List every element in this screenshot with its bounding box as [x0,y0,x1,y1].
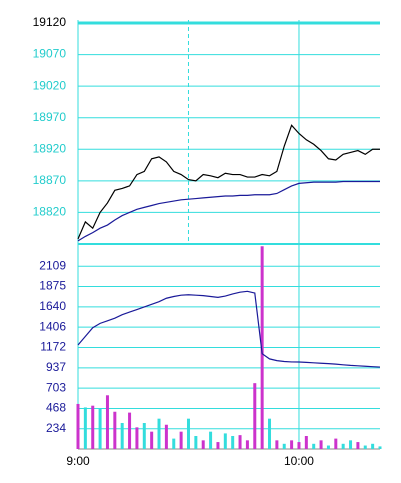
y-tick-label: 19020 [33,78,67,92]
volume-bar [349,440,353,449]
volume-bar [164,424,168,449]
x-tick-label: 10:00 [284,454,314,468]
volume-bar [319,440,323,449]
y-tick-label: 18870 [33,173,67,187]
y-tick-label: 1406 [39,319,66,333]
line [77,124,380,240]
volume-bar [179,431,183,449]
volume-bar [260,246,264,449]
y-tick-label: 1172 [40,340,66,354]
volume-bar [326,445,330,449]
y-tick-label: 937 [46,360,66,374]
volume-bar [334,438,338,449]
volume-bar [120,423,124,449]
volume-bar [157,418,161,449]
line [77,290,381,368]
volume-bar [238,435,242,449]
volume-bar [91,405,95,449]
volume-bar [113,411,117,449]
volume-bar [356,442,360,449]
y-tick-label: 1640 [39,299,66,313]
volume-bar [341,443,345,449]
volume-bar [223,433,227,449]
volume-bar [98,408,102,449]
x-tick-label: 9:00 [66,454,90,468]
volume-bar [363,445,367,449]
y-tick-label: 234 [46,421,66,435]
volume-bar [76,403,80,449]
y-tick-label: 703 [46,380,66,394]
volume-bar [201,440,205,449]
volume-bar [142,423,146,449]
volume-bar [128,412,132,449]
y-tick-label: 18920 [33,141,67,155]
volume-bar [312,443,316,449]
volume-bar [304,436,308,449]
y-tick-label: 19070 [33,47,67,61]
volume-bar [378,446,382,449]
y-tick-label: 18970 [33,110,67,124]
volume-bar [186,418,190,449]
volume-bar [282,443,286,449]
volume-bar [290,440,294,449]
volume-bar [245,440,249,449]
volume-bar [297,442,301,449]
volume-bar [253,383,257,449]
volume-bar [172,438,176,449]
volume-bar [150,431,154,449]
volume-bar [83,407,87,449]
volume-bar [209,431,213,449]
y-tick-label: 2109 [39,258,66,272]
y-tick-label: 468 [46,401,66,415]
volume-bar [371,443,375,449]
y-tick-label: 1875 [39,279,66,293]
y-tick-label: 18820 [33,205,67,219]
volume-bar [231,436,235,449]
volume-bar [268,418,272,449]
line [77,180,380,242]
volume-bar [105,395,109,449]
y-tick-label: 19120 [33,15,67,29]
volume-bar [216,442,220,449]
volume-bar [194,436,198,449]
volume-bar [135,427,139,449]
volume-bar [275,440,279,449]
